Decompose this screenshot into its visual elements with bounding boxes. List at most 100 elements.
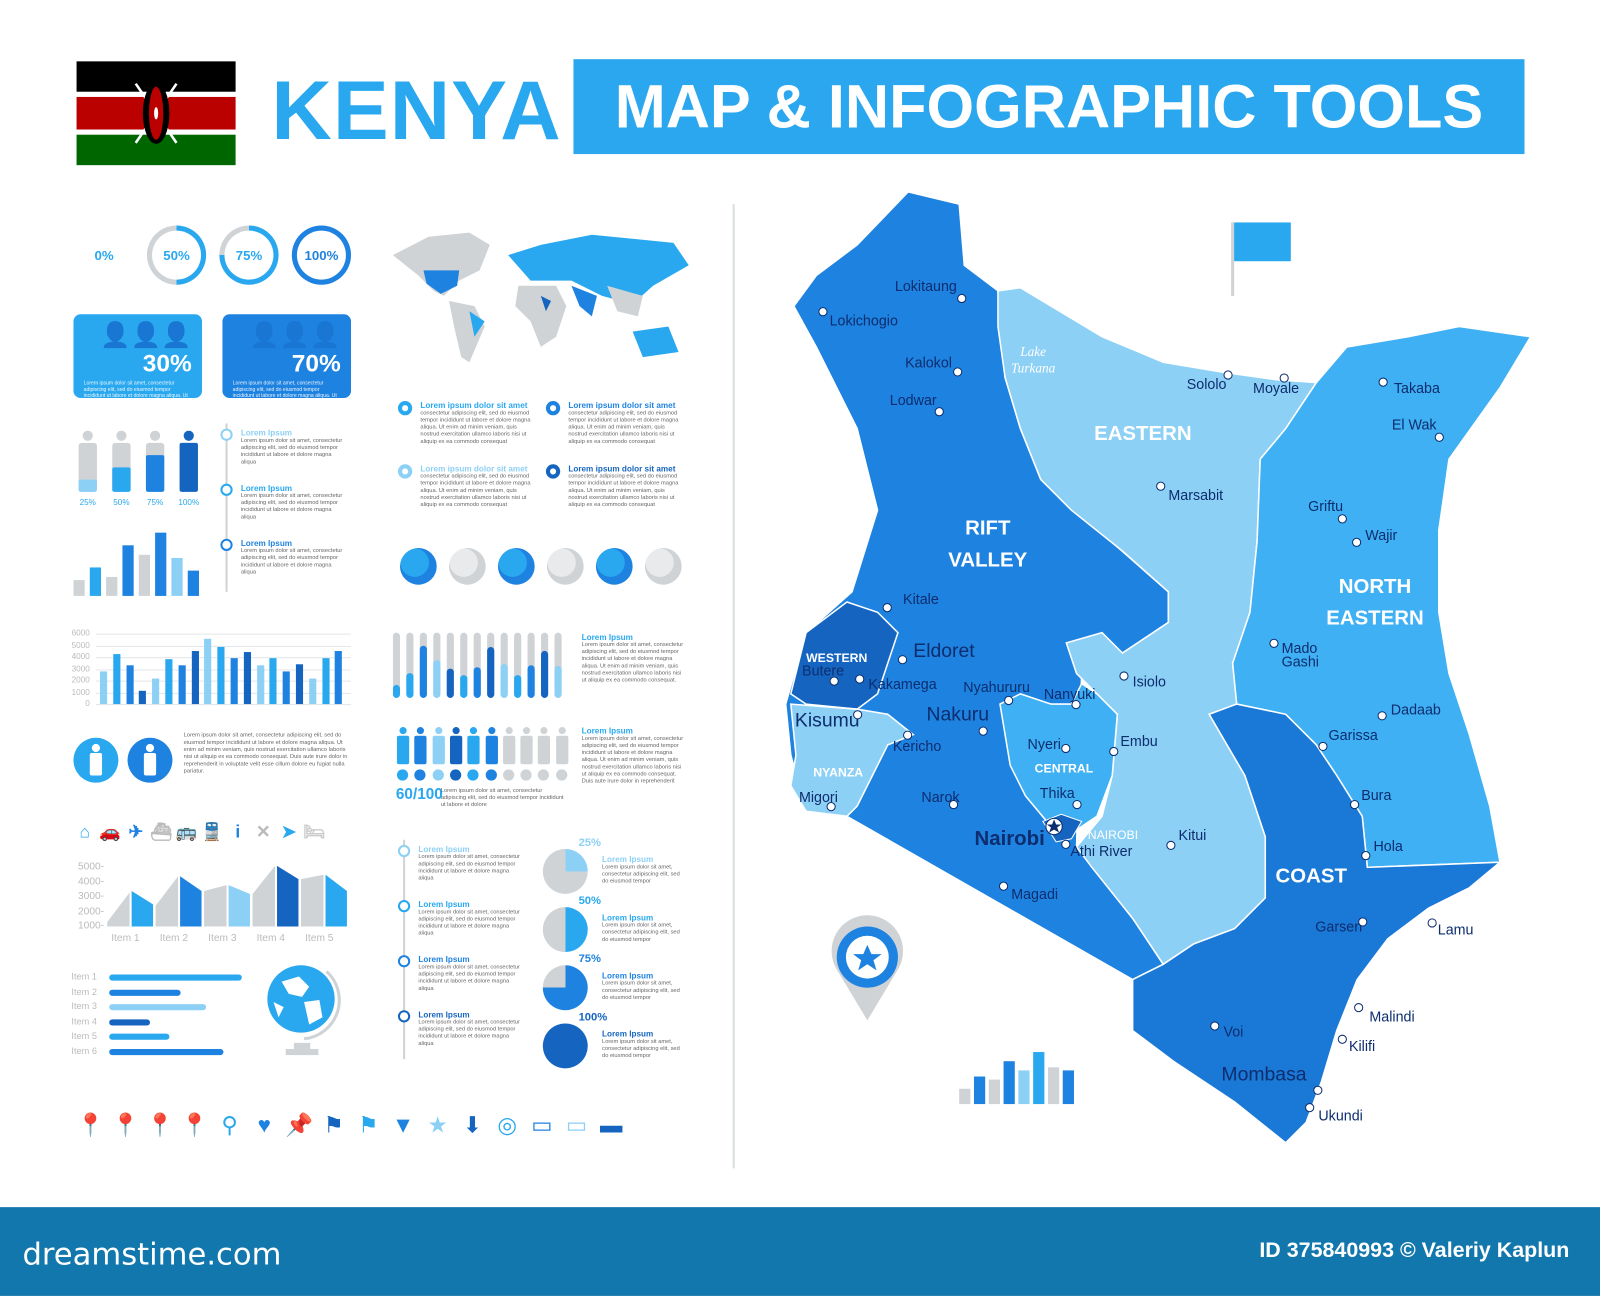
speech-bubble-icon: ▭ xyxy=(565,1112,588,1138)
score-dot xyxy=(432,769,444,781)
region-label-western: WESTERN xyxy=(806,651,868,666)
pie-text: Lorem Ipsum Lorem ipsum dolor sit amet, c… xyxy=(602,913,684,944)
column-bar xyxy=(99,671,108,705)
timeline4-line xyxy=(403,839,406,1060)
y-tick-label: 4000- xyxy=(77,876,105,888)
speech-bubble-icon: ▭ xyxy=(531,1112,553,1138)
city-label: Nyahururu xyxy=(963,678,1030,695)
city-dot xyxy=(1004,695,1014,706)
city-dot xyxy=(1166,840,1176,850)
bar-label: Item 4 xyxy=(71,1015,97,1027)
person-level-icon xyxy=(145,430,165,492)
horizontal-bar xyxy=(109,1048,224,1055)
person-head xyxy=(452,727,460,735)
area-blue xyxy=(180,876,202,927)
world-map xyxy=(392,232,689,363)
map-bar xyxy=(973,1076,986,1105)
bullet-title: Lorem ipsum dolor sit amet xyxy=(568,401,676,411)
bus-icon: 🚌 xyxy=(175,822,198,842)
person-head xyxy=(417,727,425,735)
map-bar xyxy=(988,1079,1000,1105)
horizontal-bar xyxy=(109,974,242,981)
city-dot xyxy=(998,881,1009,891)
city-label: Lokichogio xyxy=(829,312,898,329)
score-dot xyxy=(467,769,479,781)
arrow-down-icon: ⬇ xyxy=(463,1112,482,1138)
y-tick-label: 1000 xyxy=(71,687,90,697)
city-label: Nakuru xyxy=(926,704,990,726)
city-dot xyxy=(1313,1085,1323,1095)
person-head xyxy=(183,430,194,441)
stat-text: Lorem ipsum dolor sit amet, consectetur … xyxy=(232,380,340,430)
ship-icon: ⛴ xyxy=(150,822,173,842)
person-icon xyxy=(89,743,103,776)
bullet-item: Lorem ipsum dolor sit amet consectetur ad… xyxy=(397,401,536,446)
country-title: KENYA xyxy=(271,64,562,158)
star-icon: ★ xyxy=(427,1112,448,1138)
timeline4-node-icon xyxy=(397,955,411,968)
person-head xyxy=(470,727,478,735)
bullet-ring-icon xyxy=(397,401,413,416)
score-dot xyxy=(485,769,497,781)
timeline3-node-icon xyxy=(220,428,233,441)
city-dot xyxy=(1349,799,1360,810)
city-label: Lamu xyxy=(1437,921,1474,938)
area-blue xyxy=(325,874,347,927)
region-label-central: CENTRAL xyxy=(1034,761,1094,776)
column-bar xyxy=(139,691,147,705)
small-bar xyxy=(138,554,150,596)
city-label: El Wak xyxy=(1391,416,1437,433)
y-tick-label: 5000- xyxy=(77,861,105,873)
stat-box: 👤👤👤 30% Lorem ipsum dolor sit amet, conse… xyxy=(73,314,203,430)
x-tick-label: Item 1 xyxy=(111,932,140,944)
bullet-ring-icon xyxy=(545,401,561,416)
city-dot xyxy=(1352,537,1362,547)
bullet-item: Lorem ipsum dolor sit amet consectetur ad… xyxy=(545,464,684,509)
area-blue xyxy=(228,885,250,927)
small-bar xyxy=(73,580,85,596)
timeline3-title: Lorem Ipsum xyxy=(240,483,293,493)
region-coast xyxy=(1131,703,1503,1144)
gridline xyxy=(95,633,352,635)
city-label: Moyale xyxy=(1253,379,1300,396)
globe-icon xyxy=(644,547,682,585)
y-tick-label: 3000- xyxy=(77,890,105,903)
banner-icon: ▬ xyxy=(599,1112,623,1138)
score-dot xyxy=(396,769,409,781)
region-central xyxy=(999,682,1119,838)
y-tick-label: 2000- xyxy=(77,905,105,917)
city-label: Butere xyxy=(802,662,845,679)
area-blue xyxy=(277,865,299,927)
bullet-text: consectetur adipiscing elit, sed do eius… xyxy=(568,473,679,509)
pie-text-title: Lorem Ipsum xyxy=(602,1029,654,1039)
city-label: Thika xyxy=(1039,784,1075,802)
person-level-label: 50% xyxy=(113,497,130,508)
x-tick-label: Item 2 xyxy=(159,932,189,944)
bullet-text: consectetur adipiscing elit, sed do eius… xyxy=(420,473,531,509)
column-bar xyxy=(243,652,251,705)
city-label: Kericho xyxy=(892,737,942,755)
capsule-fill xyxy=(554,665,562,698)
flag-icon: ⚑ xyxy=(323,1112,344,1138)
city-dot xyxy=(1109,746,1119,757)
footer-bar xyxy=(0,1207,1600,1296)
person-head xyxy=(82,430,93,441)
column-bar xyxy=(113,653,121,705)
city-label: Griftu xyxy=(1308,497,1344,515)
region-western xyxy=(789,601,899,710)
column-bar xyxy=(126,665,134,705)
column-bar xyxy=(191,651,199,705)
gender-text: Lorem ipsum dolor sit amet, consectetur … xyxy=(183,732,348,775)
y-tick-label: 6000 xyxy=(71,628,90,638)
person-fill xyxy=(78,479,97,492)
city-label: Nairobi xyxy=(974,827,1045,850)
city-dot xyxy=(1434,432,1444,442)
progress-ring-label: 100% xyxy=(304,247,339,263)
bullet-title: Lorem ipsum dolor sit amet xyxy=(568,464,676,474)
person-level-icon xyxy=(78,430,97,492)
person-icon xyxy=(555,727,569,765)
divider xyxy=(732,204,735,1169)
bar-label: Item 1 xyxy=(71,971,97,982)
score-dot xyxy=(555,769,568,781)
city-dot xyxy=(826,802,836,812)
